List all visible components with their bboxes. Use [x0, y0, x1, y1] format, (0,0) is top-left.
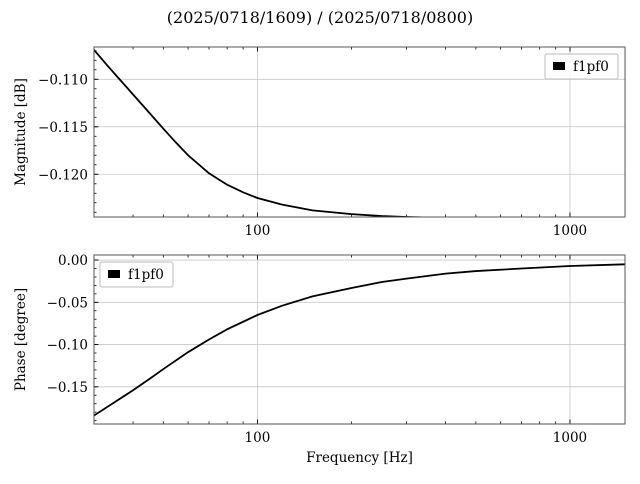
magnitude-series-line-0 — [94, 49, 444, 217]
magnitude-legend-swatch — [553, 62, 565, 70]
magnitude-xtick-label-0: 100 — [245, 223, 271, 239]
phase-panel: 100 1000 0.00 −0.05 −0.10 −0.15 Phase [degree]… — [13, 253, 626, 466]
magnitude-ytick-label-1: −0.115 — [38, 120, 88, 136]
phase-series-line-0 — [94, 263, 625, 417]
magnitude-ytick-label-0: −0.110 — [38, 72, 88, 88]
phase-ylabel: Phase [degree] — [13, 288, 29, 391]
magnitude-ytick-label-2: −0.120 — [38, 167, 88, 183]
phase-legend-swatch — [108, 270, 120, 278]
phase-xlabel: Frequency [Hz] — [306, 450, 413, 466]
figure-title: (2025/0718/1609) / (2025/0718/0800) — [167, 8, 473, 27]
phase-ytick-label-1: −0.05 — [47, 295, 88, 311]
magnitude-legend-label: f1pf0 — [573, 59, 609, 75]
magnitude-panel: 100 1000 −0.110 −0.115 −0.120 Magnitude [dB] f… — [13, 46, 626, 239]
phase-ytick-label-3: −0.15 — [47, 380, 88, 396]
phase-axes-frame — [93, 254, 626, 425]
phase-legend-box — [99, 261, 174, 288]
magnitude-legend: f1pf0 — [544, 53, 619, 80]
phase-ytick-label-0: 0.00 — [58, 253, 88, 269]
phase-ytick-label-2: −0.10 — [47, 338, 88, 354]
magnitude-xtick-label-1: 1000 — [553, 223, 587, 239]
magnitude-legend-box — [544, 53, 619, 80]
magnitude-ylabel: Magnitude [dB] — [13, 78, 29, 186]
magnitude-axes-frame — [93, 46, 626, 218]
phase-xtick-label-1: 1000 — [553, 430, 587, 446]
phase-legend-label: f1pf0 — [128, 267, 164, 283]
phase-xtick-label-0: 100 — [245, 430, 271, 446]
phase-legend: f1pf0 — [99, 261, 174, 288]
